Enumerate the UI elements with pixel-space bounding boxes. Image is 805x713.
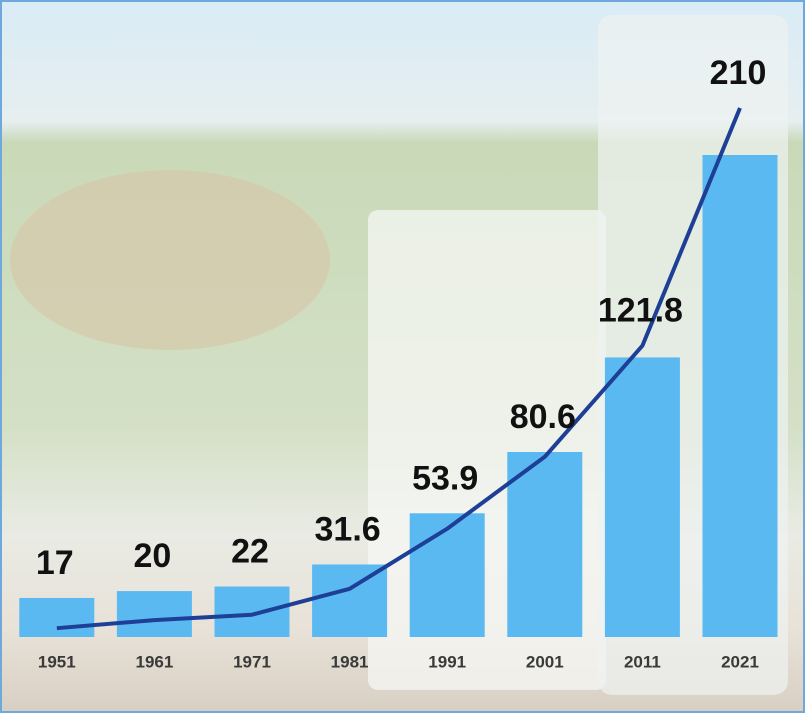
- cow-shape: [10, 170, 330, 350]
- bar: [19, 597, 95, 637]
- value-label: 80.6: [510, 398, 576, 436]
- x-tick-label: 1991: [428, 652, 466, 671]
- value-label: 53.9: [412, 459, 478, 497]
- plot-area: 1951 1961 1971 1981 1991 2001 2011 2021 17 20 22 31…: [19, 54, 778, 671]
- bar: [116, 591, 192, 637]
- bar: [409, 513, 485, 637]
- bar: [604, 357, 680, 637]
- x-tick-label: 2001: [526, 652, 564, 671]
- bar: [214, 586, 290, 637]
- bar: [507, 452, 583, 637]
- value-label: 20: [133, 537, 171, 575]
- x-tick-label: 2021: [721, 652, 759, 671]
- x-tick-label: 2011: [624, 652, 661, 671]
- value-label: 121.8: [598, 292, 683, 330]
- x-tick-label: 1981: [331, 652, 369, 671]
- x-tick-label: 1971: [233, 652, 271, 671]
- value-label: 17: [36, 544, 74, 582]
- bar: [702, 155, 778, 637]
- x-tick-label: 1951: [38, 652, 76, 671]
- x-tick-label: 1961: [135, 652, 173, 671]
- value-label: 22: [231, 532, 269, 570]
- value-label: 210: [710, 54, 767, 92]
- trend-line: [56, 107, 742, 631]
- bar: [312, 564, 388, 637]
- value-label: 31.6: [315, 510, 381, 548]
